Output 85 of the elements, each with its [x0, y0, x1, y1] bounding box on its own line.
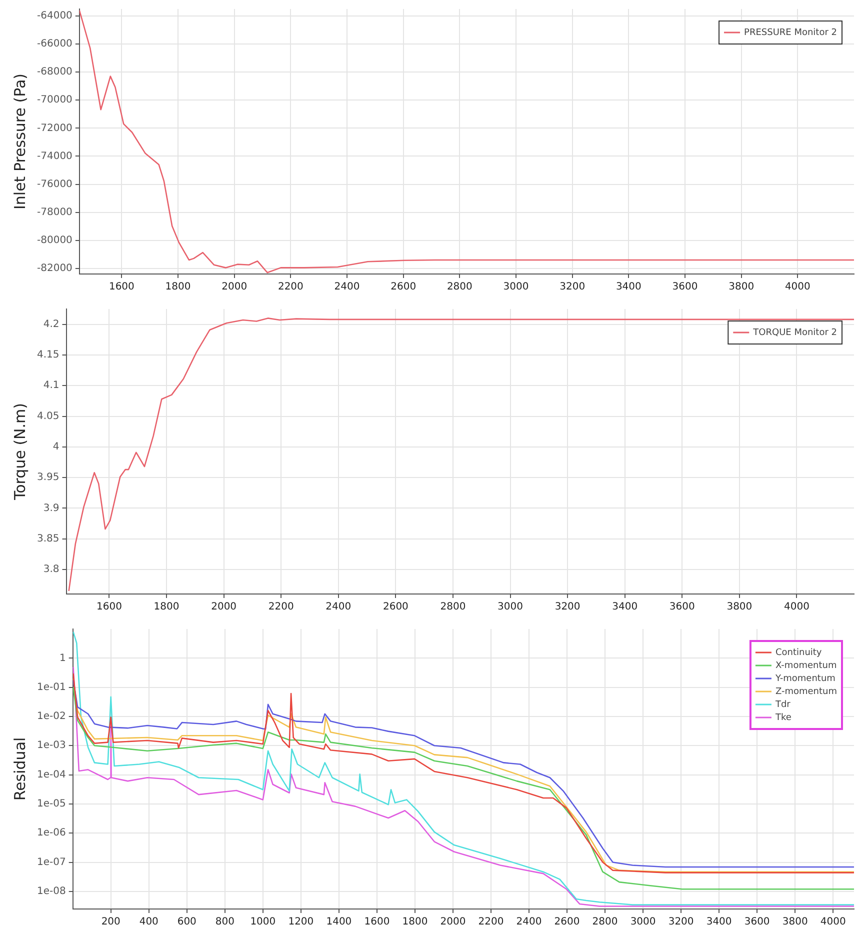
x-tick-label: 2000: [440, 916, 466, 928]
legend-label: X-momentum: [775, 660, 837, 671]
x-tick-label: 3200: [554, 602, 580, 613]
x-tick-label: 3600: [672, 282, 698, 293]
x-tick-label: 2800: [440, 602, 466, 613]
x-tick-label: 1000: [250, 916, 276, 928]
y-tick-label: 1e-01: [36, 682, 66, 693]
x-tick-label: 1800: [154, 602, 180, 613]
legend-label: Z-momentum: [775, 686, 838, 697]
x-tick-label: 3400: [616, 282, 642, 293]
y-tick-label: 1e-07: [36, 856, 66, 868]
y-tick-label: 4: [52, 441, 60, 452]
legend-label: PRESSURE Monitor 2: [744, 28, 838, 38]
x-tick-label: 800: [215, 916, 234, 928]
y-tick-label: 1e-08: [36, 886, 66, 898]
legend-label: Tdr: [774, 700, 791, 710]
x-tick-label: 3800: [728, 282, 754, 293]
x-tick-label: 1200: [288, 916, 314, 928]
y-tick-label: 4.05: [37, 410, 60, 422]
y-tick-label: 1e-02: [36, 711, 66, 722]
y-tick-label: -66000: [37, 38, 72, 50]
x-tick-label: 3000: [498, 602, 523, 613]
y-tick-label: 3.85: [37, 533, 60, 544]
y-tick-label: -76000: [37, 178, 72, 190]
x-tick-label: 3600: [669, 602, 695, 613]
x-tick-label: 2800: [592, 916, 618, 928]
y-axis-title: Residual: [10, 737, 29, 801]
x-tick-label: 3600: [744, 916, 770, 928]
x-tick-label: 3000: [630, 916, 656, 928]
y-tick-label: 4.2: [43, 318, 60, 330]
x-tick-label: 1400: [326, 916, 352, 928]
x-tick-label: 3800: [782, 916, 808, 928]
legend-label: TORQUE Monitor 2: [752, 328, 838, 338]
x-tick-label: 3800: [726, 602, 752, 613]
x-tick-label: 2400: [326, 602, 352, 613]
x-tick-label: 2200: [278, 282, 304, 293]
x-tick-label: 1800: [165, 282, 191, 293]
x-tick-label: 2200: [268, 602, 294, 613]
x-tick-label: 1800: [402, 916, 428, 928]
y-tick-label: -74000: [37, 150, 72, 162]
y-tick-label: 3.9: [43, 502, 60, 514]
x-tick-label: 3200: [560, 282, 586, 293]
x-tick-label: 3200: [668, 916, 694, 928]
x-tick-label: 200: [101, 916, 120, 928]
x-tick-label: 2000: [211, 602, 237, 613]
y-tick-label: 3.8: [43, 564, 60, 576]
x-tick-label: 2800: [446, 282, 472, 293]
y-tick-label: 4.15: [37, 350, 60, 361]
y-tick-label: -80000: [37, 234, 72, 246]
x-tick-label: 2600: [382, 602, 408, 613]
x-tick-label: 2600: [390, 282, 416, 293]
x-tick-label: 1600: [364, 916, 390, 928]
y-tick-label: 3.95: [37, 472, 60, 484]
y-tick-label: 1e-05: [36, 798, 66, 810]
x-tick-label: 600: [177, 916, 196, 928]
x-tick-label: 3400: [706, 916, 732, 928]
legend-label: Y-momentum: [774, 674, 836, 684]
x-tick-label: 1600: [108, 282, 134, 293]
x-tick-label: 2600: [554, 916, 580, 928]
x-tick-label: 400: [139, 916, 158, 928]
x-tick-label: 2400: [334, 282, 360, 293]
legend-label: Tke: [774, 712, 792, 723]
y-axis-title: Inlet Pressure (Pa): [10, 73, 29, 210]
y-tick-label: -72000: [37, 122, 72, 134]
x-tick-label: 2000: [222, 282, 248, 293]
x-tick-label: 3400: [612, 602, 638, 613]
y-tick-label: -82000: [37, 262, 72, 274]
x-tick-label: 4000: [784, 602, 810, 613]
x-tick-label: 4000: [784, 282, 810, 293]
y-axis-title: Torque (N.m): [10, 402, 29, 502]
y-tick-label: 1: [59, 652, 66, 664]
y-tick-label: -78000: [37, 206, 72, 218]
x-tick-label: 2400: [516, 916, 542, 928]
y-tick-label: 1e-06: [36, 828, 66, 839]
y-tick-label: 1e-04: [36, 769, 66, 780]
legend-label: Continuity: [775, 648, 822, 658]
x-tick-label: 3000: [503, 282, 529, 293]
y-tick-label: -70000: [37, 94, 72, 106]
y-tick-label: -64000: [37, 10, 72, 22]
y-tick-label: 4.1: [43, 380, 60, 392]
y-tick-label: 1e-03: [36, 740, 66, 752]
y-tick-label: -68000: [37, 66, 72, 78]
x-tick-label: 1600: [96, 602, 122, 613]
x-tick-label: 4000: [820, 916, 846, 928]
x-tick-label: 2200: [478, 916, 504, 928]
